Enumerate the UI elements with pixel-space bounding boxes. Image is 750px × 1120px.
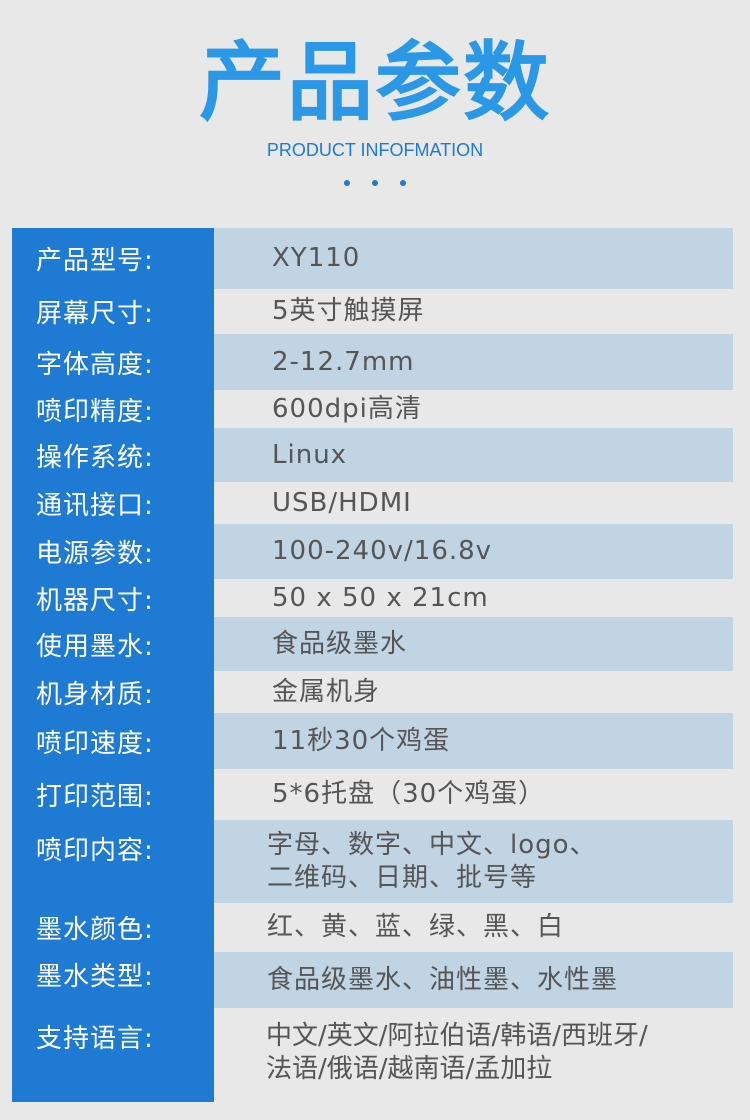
dot-icon — [400, 180, 406, 186]
spec-value: 11秒30个鸡蛋 — [214, 713, 733, 769]
page-subtitle: PRODUCT INFOFMATION — [266, 140, 484, 160]
spec-value: 5英寸触摸屏 — [272, 296, 425, 326]
label-column — [12, 228, 214, 1102]
dot-icon — [344, 180, 350, 186]
spec-row: 操作系统: Linux — [12, 428, 733, 482]
spec-row: 电源参数: 100-240v/16.8v — [12, 524, 733, 579]
spec-value-line: 法语/俄语/越南语/孟加拉 — [266, 1054, 553, 1084]
spec-value: USB/HDMI — [272, 487, 412, 518]
spec-label: 支持语言: — [36, 1024, 154, 1054]
spec-value: 金属机身 — [272, 676, 381, 707]
spec-label: 使用墨水: — [36, 631, 154, 662]
spec-row: 墨水类型: 食品级墨水、油性墨、水性墨 — [12, 952, 733, 1008]
decorative-dots — [0, 180, 750, 186]
spec-row: 喷印精度: 600dpi高清 — [12, 390, 733, 428]
spec-value: 2-12.7mm — [214, 334, 733, 390]
spec-row: 墨水颜色: 红、黄、蓝、绿、黑、白 — [12, 903, 733, 952]
spec-row: 打印范围: 5*6托盘（30个鸡蛋） — [12, 769, 733, 820]
page-title: 产品参数 — [199, 33, 551, 133]
spec-label: 打印范围: — [36, 782, 154, 812]
spec-label: 喷印精度: — [36, 396, 154, 427]
spec-label: 操作系统: — [36, 442, 154, 473]
spec-label: 屏幕尺寸: — [36, 299, 154, 329]
spec-label: 机身材质: — [36, 679, 154, 710]
dot-icon — [372, 180, 378, 186]
spec-row: 机器尺寸: 50 x 50 x 21cm — [12, 579, 733, 617]
spec-value: Linux — [214, 428, 733, 482]
spec-label: 产品型号: — [36, 246, 154, 276]
spec-label: 电源参数: — [36, 539, 154, 569]
spec-value-line: 字母、数字、中文、logo、 — [267, 829, 597, 860]
spec-row: 字体高度: 2-12.7mm — [12, 334, 733, 390]
spec-value: 中文/英文/阿拉伯语/韩语/西班牙/法语/俄语/越南语/孟加拉 — [214, 1008, 733, 1102]
spec-value: 5*6托盘（30个鸡蛋） — [272, 779, 546, 809]
spec-row: 喷印速度: 11秒30个鸡蛋 — [12, 713, 733, 769]
spec-value-line: 中文/英文/阿拉伯语/韩语/西班牙/ — [266, 1021, 648, 1051]
spec-row: 机身材质: 金属机身 — [12, 671, 733, 713]
spec-value: 50 x 50 x 21cm — [272, 582, 489, 613]
spec-row: 通讯接口: USB/HDMI — [12, 482, 733, 524]
spec-row: 产品型号: XY110 — [12, 228, 733, 289]
spec-value: 食品级墨水 — [214, 617, 733, 671]
spec-label: 墨水类型: — [36, 962, 154, 992]
spec-value: 红、黄、蓝、绿、黑、白 — [267, 912, 565, 942]
spec-row: 屏幕尺寸: 5英寸触摸屏 — [12, 289, 733, 334]
spec-label: 喷印速度: — [36, 728, 154, 759]
spec-value: 100-240v/16.8v — [214, 524, 733, 579]
spec-row: 支持语言: 中文/英文/阿拉伯语/韩语/西班牙/法语/俄语/越南语/孟加拉 — [12, 1008, 733, 1102]
spec-row: 使用墨水: 食品级墨水 — [12, 617, 733, 671]
spec-label: 机器尺寸: — [36, 585, 154, 616]
spec-row: 喷印内容: 字母、数字、中文、logo、 二维码、日期、批号等 — [12, 820, 733, 903]
spec-value: 600dpi高清 — [272, 393, 422, 424]
spec-label: 通讯接口: — [36, 490, 154, 521]
spec-table: 产品型号: XY110 屏幕尺寸: 5英寸触摸屏 字体高度: 2-12.7mm 喷印精… — [12, 228, 733, 1102]
spec-label: 字体高度: — [36, 349, 154, 380]
spec-value: 字母、数字、中文、logo、 二维码、日期、批号等 — [214, 820, 733, 903]
spec-value-line: 二维码、日期、批号等 — [267, 862, 538, 893]
spec-label: 喷印内容: — [36, 836, 154, 866]
spec-value: 食品级墨水、油性墨、水性墨 — [214, 952, 733, 1008]
spec-value: XY110 — [214, 228, 733, 289]
spec-label: 墨水颜色: — [36, 915, 154, 945]
